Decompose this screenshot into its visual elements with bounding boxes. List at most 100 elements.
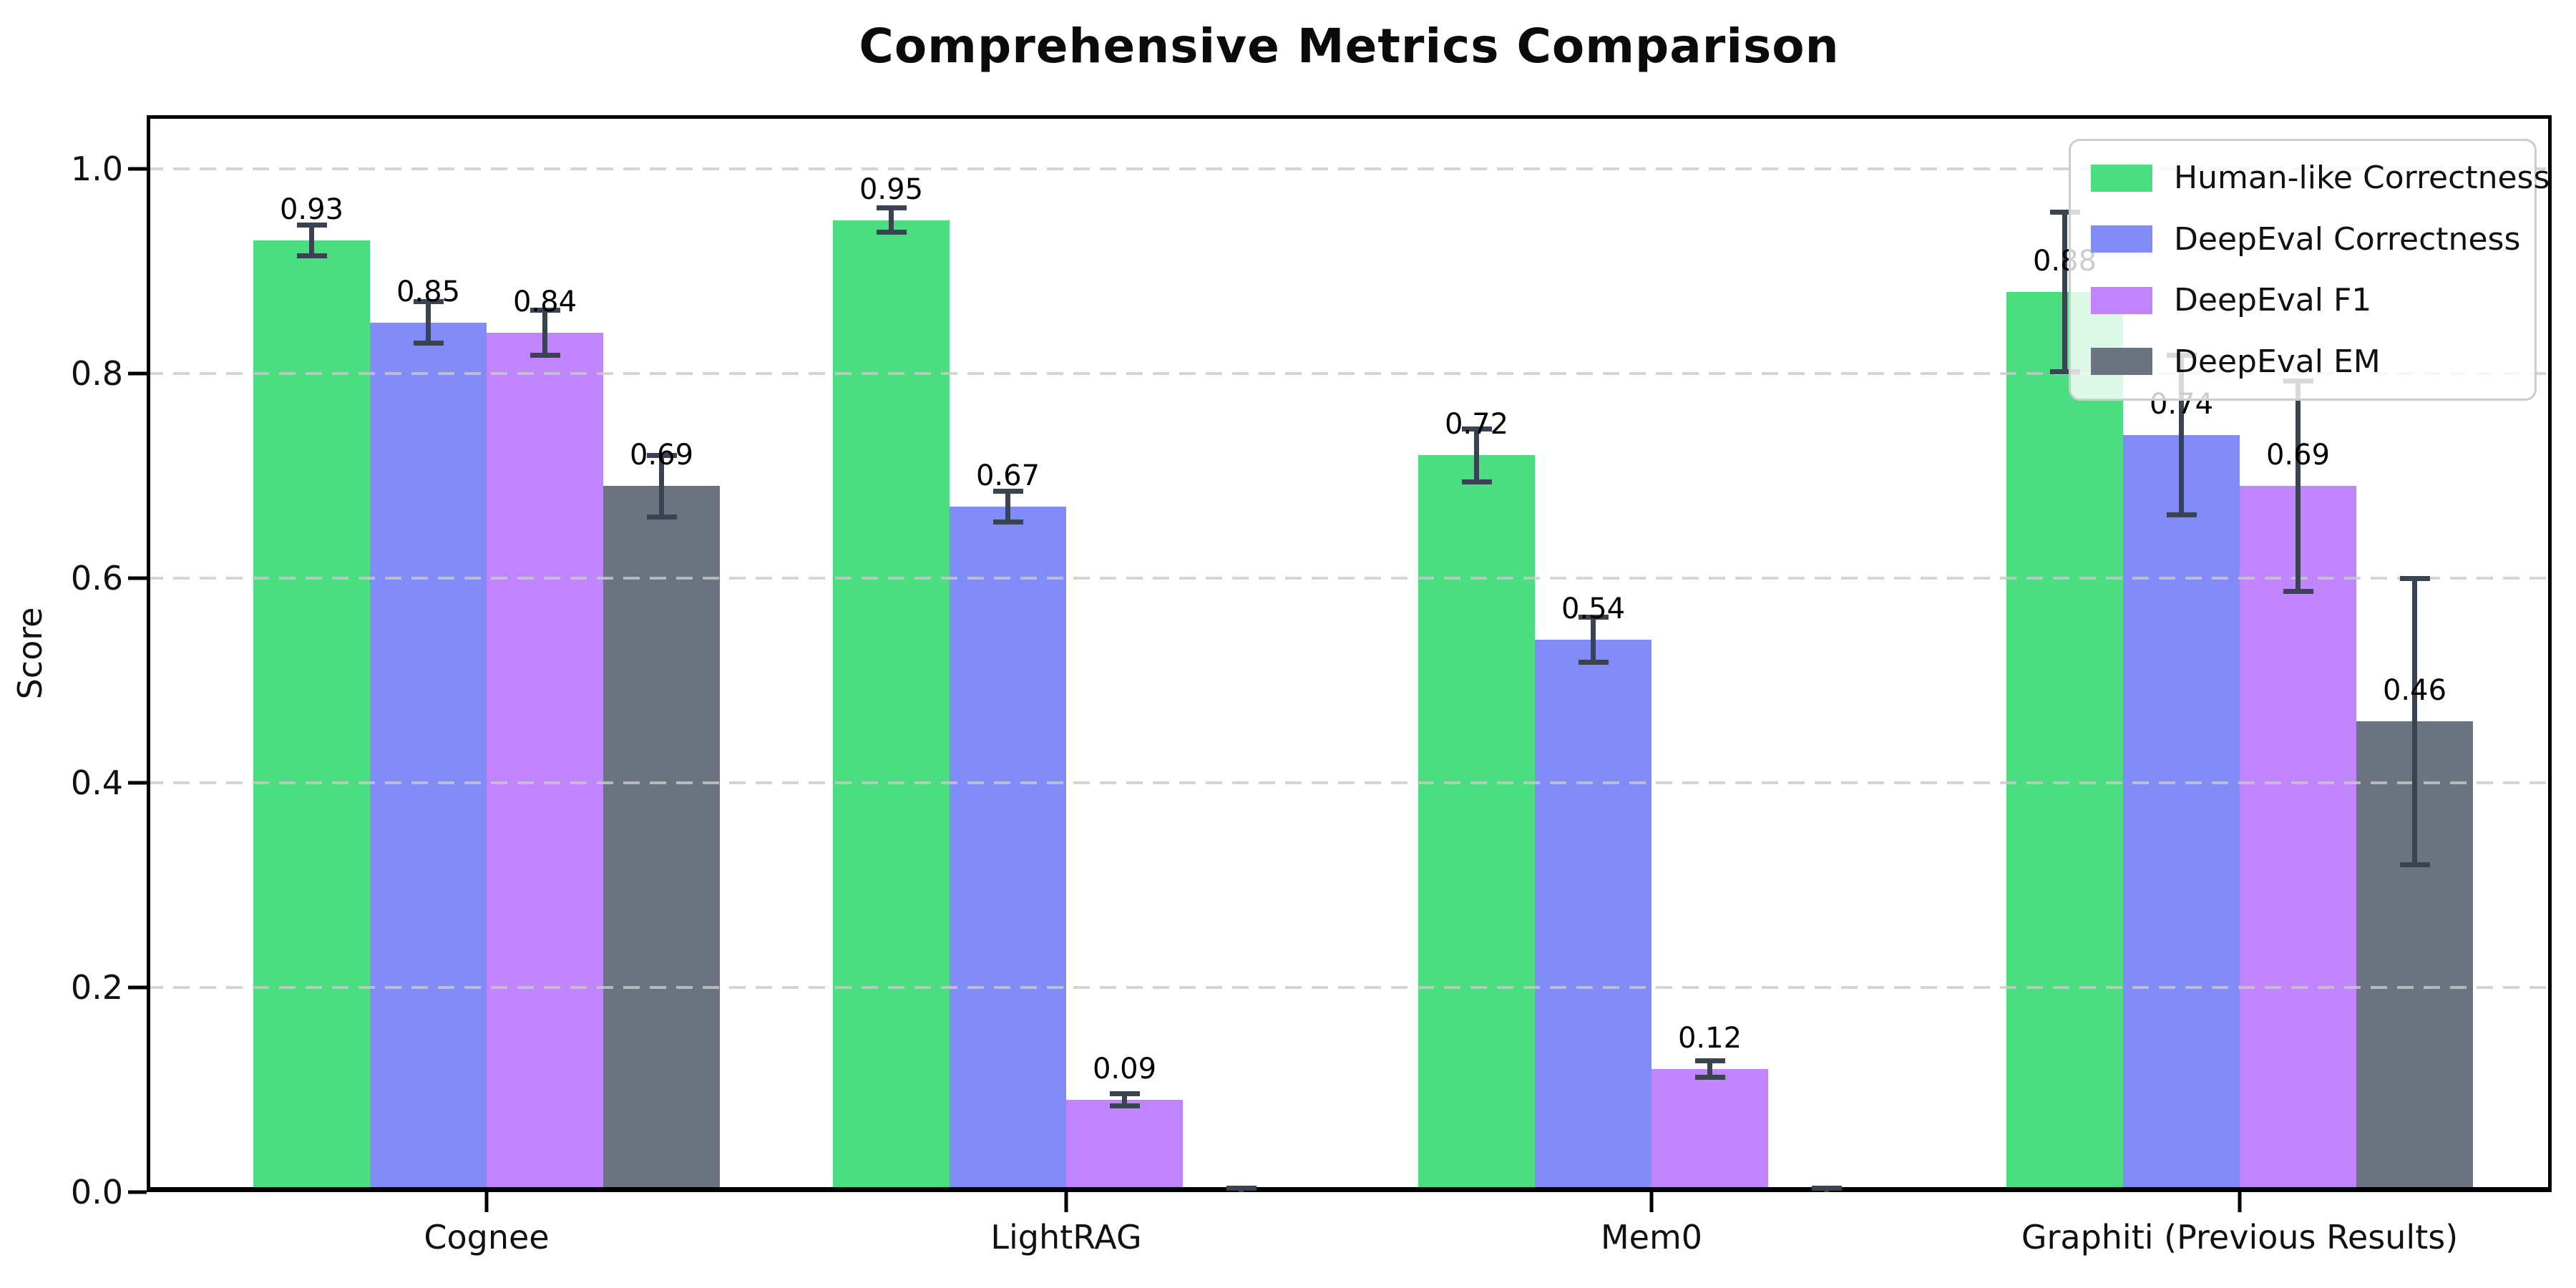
x-tick-label-group2: Mem0 <box>1600 1218 1703 1257</box>
legend-label: Human-like Correctness <box>2174 160 2550 196</box>
error-bar-series1-group2 <box>1591 617 1596 663</box>
y-tick-mark <box>128 371 147 376</box>
error-cap-bottom <box>1461 479 1492 485</box>
error-bar-series1-group3 <box>2179 355 2184 515</box>
bar-series0-group3 <box>2006 291 2123 1192</box>
error-bar-series0-group3 <box>2062 212 2067 372</box>
error-bar-series2-group2 <box>1707 1060 1712 1078</box>
y-tick-label-0.8: 0.8 <box>70 354 123 393</box>
gridline-0.6 <box>147 577 2552 580</box>
y-tick-mark <box>128 167 147 171</box>
legend-label: DeepEval F1 <box>2174 282 2372 319</box>
bar-series1-group1 <box>950 506 1066 1192</box>
bar-value-label: 0.72 <box>1444 408 1509 441</box>
error-cap-bottom <box>2049 369 2080 374</box>
error-cap-top <box>876 205 907 210</box>
y-tick-mark <box>128 985 147 990</box>
error-cap-bottom <box>2399 862 2430 867</box>
error-bar-series0-group1 <box>889 208 894 233</box>
legend-label: DeepEval EM <box>2174 343 2381 380</box>
y-tick-label-0.4: 0.4 <box>70 763 123 802</box>
y-tick-label-0.6: 0.6 <box>70 559 123 597</box>
bar-series3-group0 <box>603 486 720 1192</box>
bar-value-label: 0.69 <box>629 439 694 472</box>
spine-bottom x-axis-line <box>147 1187 2552 1192</box>
bar-value-label: 0.84 <box>512 285 577 318</box>
error-bar-series0-group2 <box>1474 429 1479 482</box>
bar-value-label: 0.69 <box>2265 439 2331 472</box>
error-cap-top <box>1811 1185 1842 1191</box>
bar-series2-group3 <box>2240 486 2356 1192</box>
error-cap-top <box>530 307 560 313</box>
error-cap-bottom <box>1109 1103 1140 1109</box>
error-cap-bottom <box>992 519 1023 525</box>
y-tick-mark <box>128 1190 147 1194</box>
bar-value-label: 0.09 <box>1092 1053 1157 1086</box>
legend-swatch-icon <box>2091 164 2152 192</box>
legend-swatch-icon <box>2091 348 2152 376</box>
y-tick-label-0.0: 0.0 <box>70 1173 123 1211</box>
bar-series0-group1 <box>833 220 950 1192</box>
error-bar-series2-group0 <box>542 310 547 356</box>
error-bar-series1-group1 <box>1005 491 1010 522</box>
bar-value-label: 0.95 <box>859 172 924 206</box>
bar-value-label: 0.12 <box>1677 1022 1742 1055</box>
legend-item: DeepEval EM <box>2091 343 2514 380</box>
error-cap-top <box>296 223 327 228</box>
error-cap-top <box>1461 426 1492 431</box>
x-tick-label-group3: Graphiti (Previous Results) <box>2021 1218 2459 1257</box>
bar-series0-group2 <box>1418 455 1535 1192</box>
error-cap-top <box>646 452 677 458</box>
x-tick-mark <box>2238 1192 2242 1212</box>
y-tick-label-1.0: 1.0 <box>70 150 123 188</box>
legend-swatch-icon <box>2091 286 2152 314</box>
bar-value-label: 0.93 <box>279 193 344 227</box>
gridline-0.2 <box>147 986 2552 989</box>
bar-series1-group0 <box>370 322 487 1192</box>
error-cap-top <box>1226 1185 1257 1191</box>
legend-item: DeepEval Correctness <box>2091 221 2520 258</box>
bar-series2-group2 <box>1652 1069 1768 1192</box>
error-cap-top <box>992 488 1023 494</box>
bar-value-label: 0.67 <box>975 459 1040 492</box>
legend-label: DeepEval Correctness <box>2174 220 2521 258</box>
error-bar-series0-group0 <box>309 225 314 256</box>
error-cap-bottom <box>2283 589 2313 595</box>
error-cap-top <box>2049 209 2080 215</box>
spine-left <box>147 115 150 1192</box>
y-axis-label: Score <box>11 607 49 700</box>
x-tick-label-group1: LightRAG <box>990 1218 1142 1257</box>
spine-right <box>2548 115 2552 1192</box>
x-tick-label-group0: Cognee <box>424 1218 550 1257</box>
error-cap-top <box>413 299 444 305</box>
y-tick-mark <box>128 781 147 785</box>
error-bar-series3-group0 <box>659 455 664 517</box>
legend-swatch-icon <box>2091 225 2152 253</box>
spine-top <box>147 115 2552 119</box>
x-tick-mark <box>1649 1192 1654 1212</box>
error-cap-bottom <box>413 340 444 346</box>
legend: Human-like Correctness DeepEval Correctne… <box>2069 139 2550 401</box>
error-cap-bottom <box>646 514 677 519</box>
gridline-0.8 <box>147 372 2552 375</box>
bar-value-label: 0.54 <box>1561 592 1626 625</box>
error-cap-bottom <box>296 253 327 259</box>
error-cap-bottom <box>876 230 907 235</box>
bar-series2-group1 <box>1066 1100 1183 1192</box>
error-bar-series2-group1 <box>1122 1093 1127 1106</box>
bar-value-label: 0.46 <box>2382 674 2447 708</box>
gridline-1.0 <box>147 167 2552 170</box>
error-cap-bottom <box>1578 659 1609 665</box>
x-tick-mark <box>484 1192 489 1212</box>
error-cap-bottom <box>1694 1075 1725 1080</box>
bar-series2-group0 <box>487 332 603 1192</box>
error-cap-bottom <box>2166 512 2197 517</box>
bar-series0-group0 <box>253 240 370 1192</box>
error-cap-top <box>1694 1058 1725 1064</box>
y-tick-mark <box>128 576 147 580</box>
gridline-0.4 <box>147 781 2552 784</box>
plot-area: 0.93 0.95 0.72 0.88 0.85 0.67 0.54 0.74 0.84 0.09… <box>147 115 2552 1192</box>
error-bar-series2-group3 <box>2296 381 2301 592</box>
error-bar-series1-group0 <box>426 301 431 343</box>
bar-value-label: 0.85 <box>396 275 461 308</box>
